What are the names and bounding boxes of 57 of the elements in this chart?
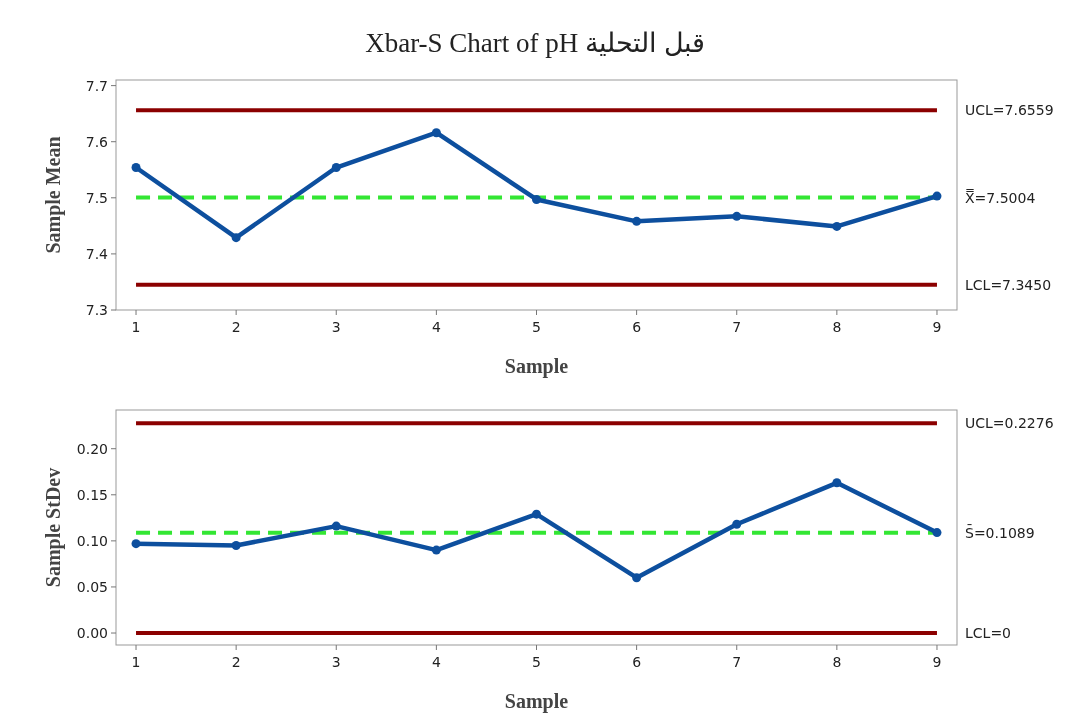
x-tick-label: 9 xyxy=(932,319,942,335)
x-tick-label: 9 xyxy=(932,654,942,670)
y-tick-label: 0.20 xyxy=(76,440,108,457)
x-axis-title: Sample xyxy=(504,355,569,378)
y-tick-label: 0.15 xyxy=(76,486,108,503)
point xyxy=(532,509,541,519)
x-tick-label: 3 xyxy=(331,319,341,335)
point xyxy=(231,540,241,550)
y-tick-label: 0.00 xyxy=(76,625,108,642)
point xyxy=(932,191,942,201)
ref-line-label: X̿=7.5004 xyxy=(965,189,1036,206)
x-axis-title: Sample xyxy=(504,690,569,713)
chart-title: Xbar-S Chart of pH قبل التحلية xyxy=(365,28,705,58)
point xyxy=(431,545,441,555)
x-tick-label: 6 xyxy=(632,319,642,335)
point xyxy=(131,163,141,173)
y-tick-label: 7.4 xyxy=(85,245,109,262)
point xyxy=(331,163,341,173)
x-tick-label: 5 xyxy=(532,654,541,670)
point xyxy=(532,194,541,204)
y-tick-label: 7.7 xyxy=(85,77,108,94)
point xyxy=(732,519,742,529)
y-tick-label: 0.10 xyxy=(76,532,108,549)
point xyxy=(131,539,141,549)
ref-line-label: S̄=0.1089 xyxy=(965,524,1035,541)
point xyxy=(331,521,341,531)
ref-line-label: LCL=0 xyxy=(965,625,1012,642)
point xyxy=(932,528,942,538)
x-tick-label: 4 xyxy=(431,319,441,335)
y-tick-label: 7.5 xyxy=(85,189,108,206)
x-tick-label: 7 xyxy=(732,319,742,335)
x-tick-label: 8 xyxy=(832,319,842,335)
y-tick-label: 7.6 xyxy=(85,133,109,150)
y-axis-title: Sample Mean xyxy=(42,136,65,254)
x-tick-label: 7 xyxy=(732,654,742,670)
ref-line-label: LCL=7.3450 xyxy=(965,276,1052,293)
point xyxy=(632,216,642,226)
x-tick-label: 2 xyxy=(231,319,241,335)
x-tick-label: 2 xyxy=(231,654,241,670)
x-tick-label: 8 xyxy=(832,654,842,670)
x-tick-label: 5 xyxy=(532,319,541,335)
point xyxy=(431,128,441,138)
x-tick-label: 6 xyxy=(632,654,642,670)
ref-line-label: UCL=7.6559 xyxy=(965,102,1054,119)
point xyxy=(832,478,842,488)
point xyxy=(632,573,642,583)
y-tick-label: 0.05 xyxy=(76,578,108,595)
x-tick-label: 4 xyxy=(431,654,441,670)
point xyxy=(732,211,742,221)
ref-line-label: UCL=0.2276 xyxy=(965,415,1054,432)
x-tick-label: 1 xyxy=(131,319,141,335)
point xyxy=(231,233,241,243)
x-tick-label: 3 xyxy=(331,654,341,670)
point xyxy=(832,221,842,231)
x-tick-label: 1 xyxy=(131,654,141,670)
y-tick-label: 7.3 xyxy=(85,302,108,318)
y-axis-title: Sample StDev xyxy=(42,467,65,588)
